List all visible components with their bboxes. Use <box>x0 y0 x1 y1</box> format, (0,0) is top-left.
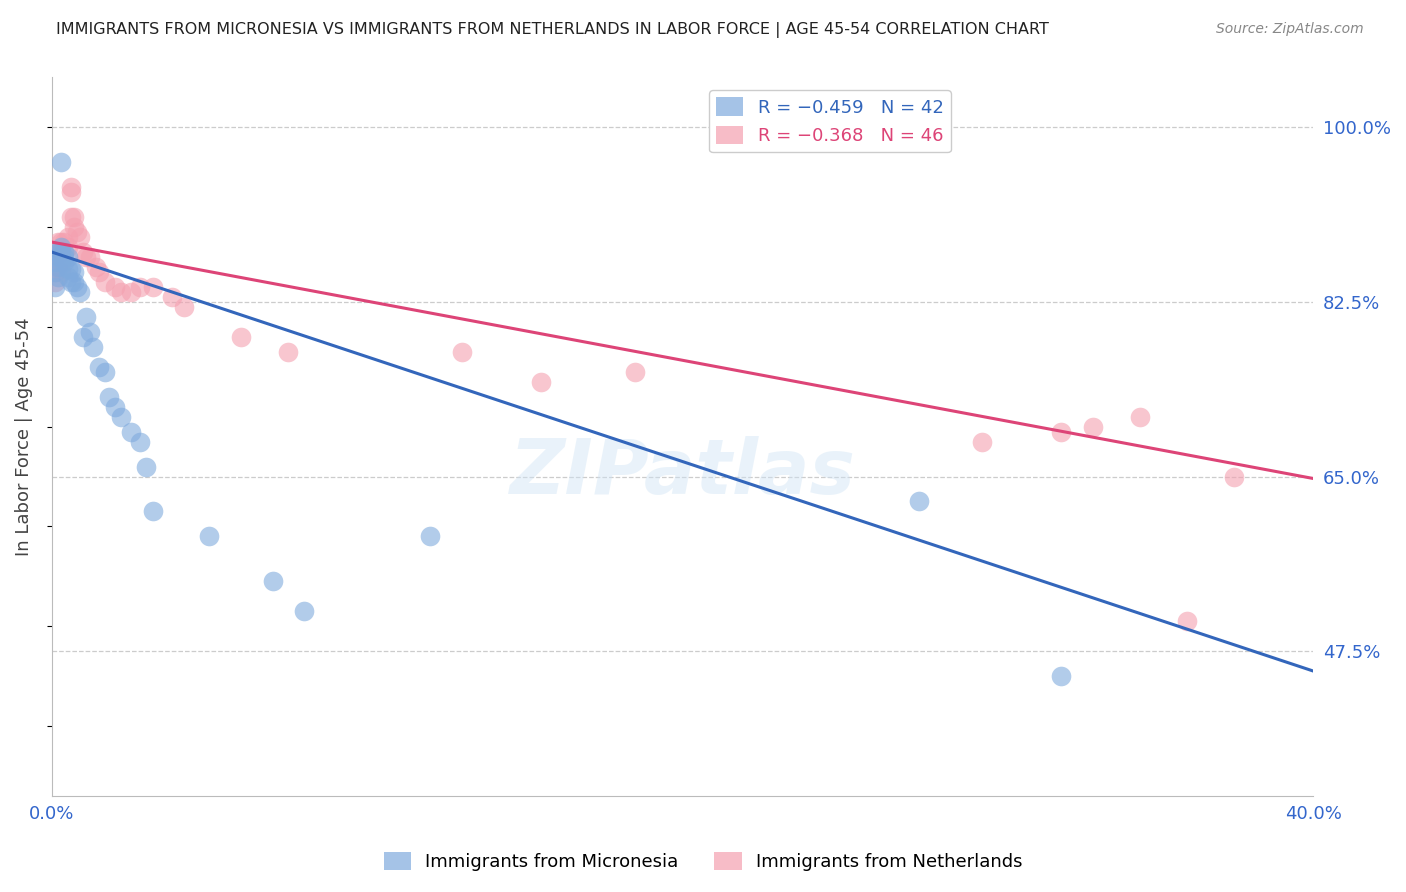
Point <box>63 265 86 279</box>
Point <box>51 255 73 269</box>
Point <box>529 375 551 389</box>
Point <box>44 280 66 294</box>
Point <box>53 245 76 260</box>
Point <box>56 270 79 285</box>
Point <box>69 230 91 244</box>
Point <box>59 275 82 289</box>
Point <box>56 240 79 254</box>
Text: IMMIGRANTS FROM MICRONESIA VS IMMIGRANTS FROM NETHERLANDS IN LABOR FORCE | AGE 4: IMMIGRANTS FROM MICRONESIA VS IMMIGRANTS… <box>56 22 1049 38</box>
Point <box>1050 425 1073 439</box>
Point <box>66 280 89 294</box>
Point <box>75 250 97 264</box>
Point <box>160 290 183 304</box>
Point <box>135 459 157 474</box>
Point <box>87 359 110 374</box>
Point <box>59 180 82 194</box>
Point <box>59 210 82 224</box>
Point <box>129 434 152 449</box>
Point <box>63 220 86 235</box>
Point <box>104 400 127 414</box>
Point <box>1081 419 1104 434</box>
Point <box>1050 669 1073 683</box>
Point <box>79 325 101 339</box>
Point <box>69 285 91 299</box>
Point <box>142 280 165 294</box>
Point <box>44 265 66 279</box>
Point <box>51 265 73 279</box>
Point <box>72 245 94 260</box>
Point <box>66 225 89 239</box>
Point <box>1175 614 1198 628</box>
Point <box>56 230 79 244</box>
Point <box>44 250 66 264</box>
Point <box>56 250 79 264</box>
Point <box>229 330 252 344</box>
Point <box>972 434 994 449</box>
Point <box>44 265 66 279</box>
Point <box>51 235 73 249</box>
Point <box>53 255 76 269</box>
Point <box>120 285 142 299</box>
Point <box>419 529 441 543</box>
Point <box>51 245 73 260</box>
Point <box>84 260 107 274</box>
Y-axis label: In Labor Force | Age 45-54: In Labor Force | Age 45-54 <box>15 318 32 556</box>
Text: Source: ZipAtlas.com: Source: ZipAtlas.com <box>1216 22 1364 37</box>
Point <box>94 365 117 379</box>
Point <box>51 240 73 254</box>
Point <box>1223 469 1246 483</box>
Point <box>1129 409 1152 424</box>
Point <box>46 270 69 285</box>
Point <box>59 262 82 277</box>
Point <box>120 425 142 439</box>
Point <box>53 250 76 264</box>
Point <box>46 250 69 264</box>
Point <box>46 260 69 274</box>
Point <box>908 494 931 508</box>
Text: ZIPatlas: ZIPatlas <box>509 435 855 509</box>
Point <box>82 340 104 354</box>
Point <box>104 280 127 294</box>
Point <box>129 280 152 294</box>
Point <box>53 235 76 249</box>
Point <box>292 604 315 618</box>
Point <box>110 285 132 299</box>
Point <box>46 260 69 274</box>
Point <box>173 300 195 314</box>
Point <box>262 574 284 589</box>
Point <box>44 255 66 269</box>
Legend: Immigrants from Micronesia, Immigrants from Netherlands: Immigrants from Micronesia, Immigrants f… <box>377 845 1029 879</box>
Point <box>46 235 69 249</box>
Point <box>44 275 66 289</box>
Point <box>79 250 101 264</box>
Point <box>44 260 66 274</box>
Point <box>142 504 165 518</box>
Point <box>198 529 221 543</box>
Point <box>51 245 73 260</box>
Point <box>56 262 79 277</box>
Point <box>110 409 132 424</box>
Point <box>94 275 117 289</box>
Point <box>97 390 120 404</box>
Point <box>53 245 76 260</box>
Point <box>51 250 73 264</box>
Legend: R = −0.459   N = 42, R = −0.368   N = 46: R = −0.459 N = 42, R = −0.368 N = 46 <box>709 90 950 153</box>
Point <box>59 185 82 199</box>
Point <box>63 210 86 224</box>
Point <box>277 344 299 359</box>
Point <box>72 330 94 344</box>
Point <box>63 275 86 289</box>
Point <box>450 344 472 359</box>
Point <box>624 365 647 379</box>
Point <box>75 310 97 324</box>
Point <box>46 245 69 260</box>
Point <box>51 155 73 169</box>
Point <box>87 265 110 279</box>
Point <box>46 245 69 260</box>
